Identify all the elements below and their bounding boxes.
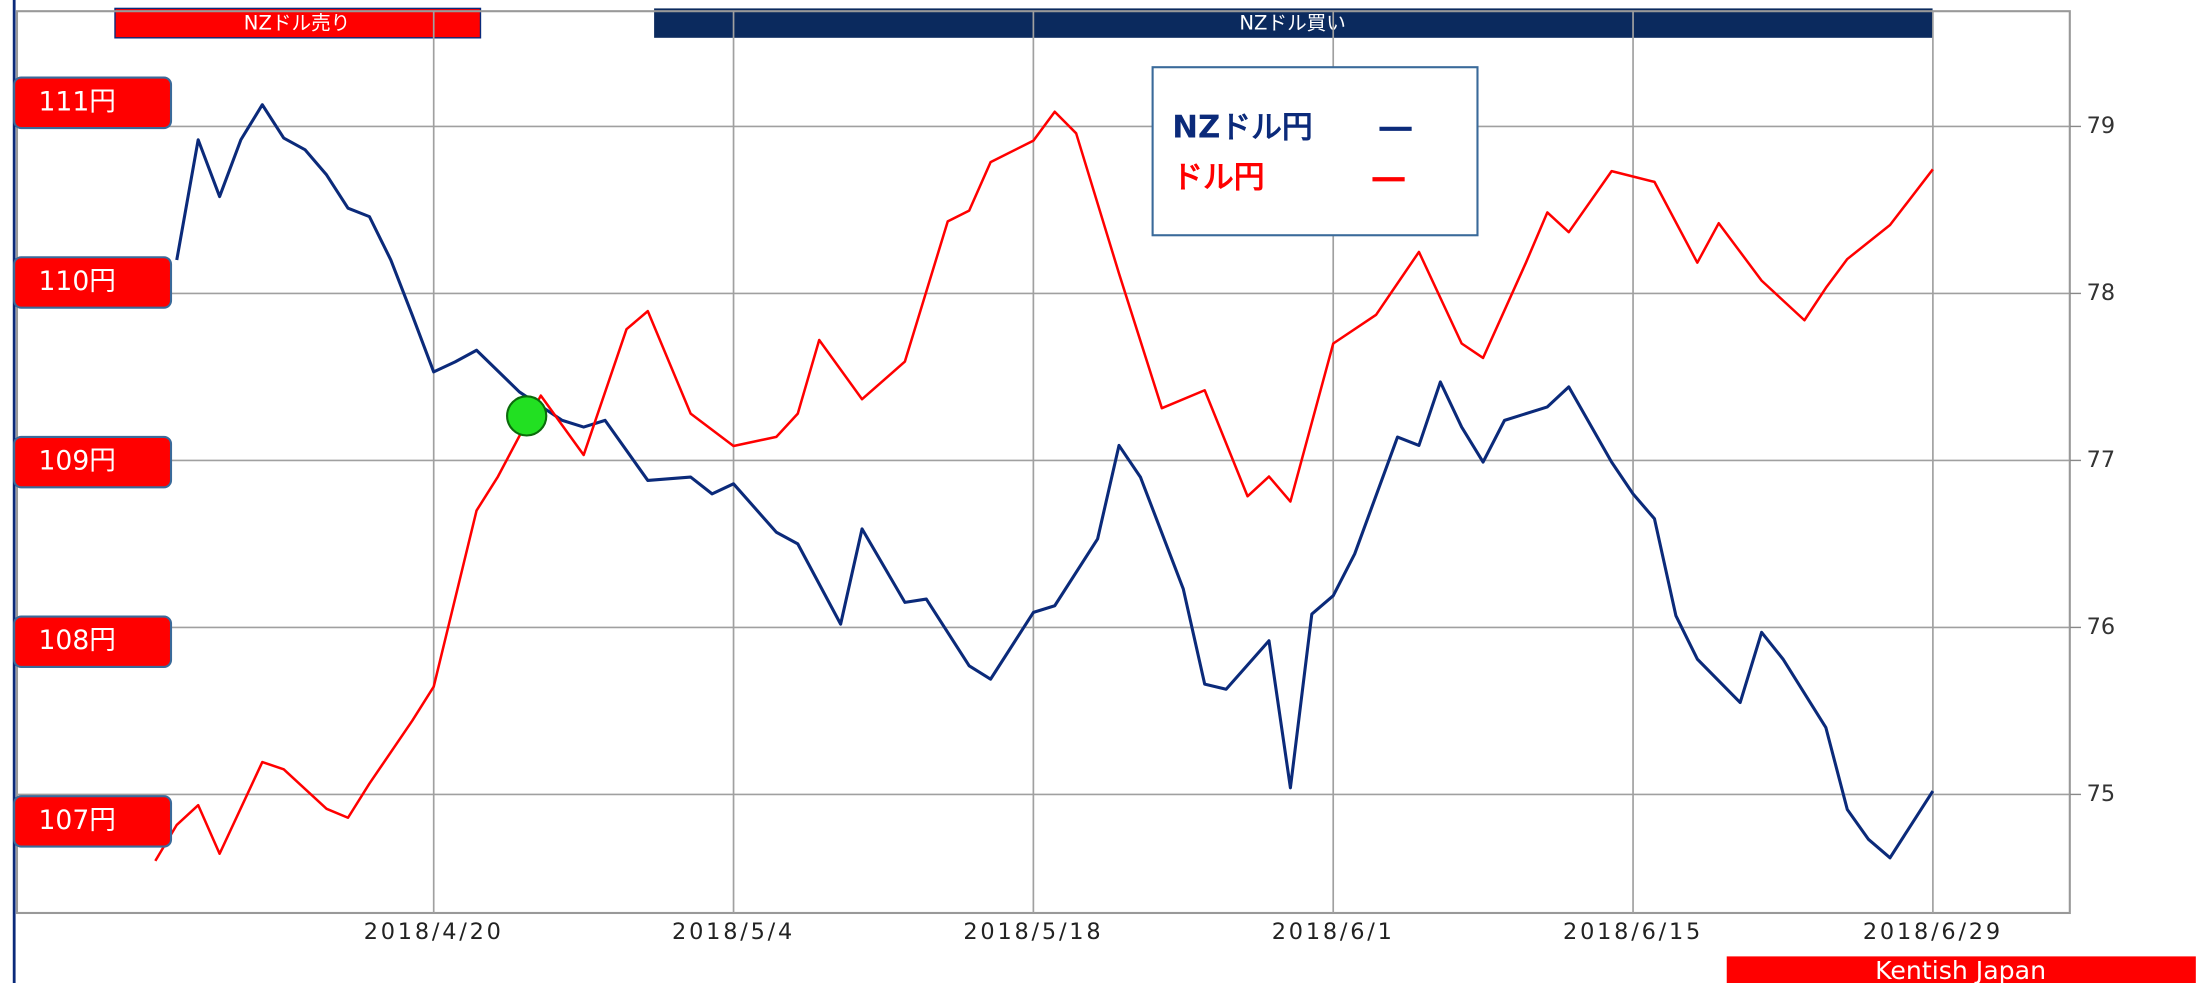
- legend-label: NZドル円: [1172, 109, 1313, 145]
- grid: [16, 11, 2070, 913]
- x-tick-label: 2018/6/29: [1863, 919, 2003, 945]
- y-tick-label: 78: [2087, 280, 2116, 306]
- footer-box: [1726, 956, 2196, 983]
- y2-tick-box: [13, 256, 173, 309]
- legend-label: ドル円: [1172, 160, 1264, 196]
- y2-tick-label: 111円: [39, 86, 116, 117]
- y-tick-label: 76: [2087, 614, 2116, 640]
- footer-text: Kentish Japan: [1875, 956, 2046, 983]
- labels: 75 76 77 78 79 2018/4/20 2018/5/4 2018/5/18 2018…: [13, 76, 2116, 945]
- y2-tick-box: [13, 76, 173, 130]
- series-line: [154, 110, 1934, 862]
- y2-tick-label: 108円: [39, 625, 116, 656]
- y-tick-label: 79: [2087, 113, 2116, 139]
- cross-marker: [506, 395, 548, 437]
- buy-banner: [654, 8, 1933, 38]
- y2-tick-label: 109円: [39, 446, 116, 477]
- y2-tick-box: [13, 795, 173, 848]
- x-tick-label: 2018/5/18: [963, 919, 1103, 945]
- sell-banner-text: NZドル売り: [244, 11, 350, 34]
- x-tick-label: 2018/6/15: [1563, 919, 1703, 945]
- x-tick-label: 2018/4/20: [364, 919, 504, 945]
- y2-tick-box: [13, 435, 173, 489]
- y-tick-label: 77: [2087, 447, 2116, 473]
- y2-tick-box: [13, 615, 173, 668]
- lines: [154, 103, 1935, 862]
- buy-banner-text: NZドル買い: [1239, 11, 1345, 34]
- y2-tick-label: 110円: [39, 266, 116, 297]
- sell-banner: [114, 7, 482, 39]
- x-tick-label: 2018/5/4: [672, 919, 795, 945]
- series-line: [175, 103, 1935, 860]
- y-tick-label: 75: [2087, 781, 2116, 807]
- y2-tick-label: 107円: [39, 805, 116, 836]
- legend: [1151, 66, 1479, 237]
- plot-frame: [15, 10, 2071, 915]
- x-tick-label: 2018/6/1: [1272, 919, 1395, 945]
